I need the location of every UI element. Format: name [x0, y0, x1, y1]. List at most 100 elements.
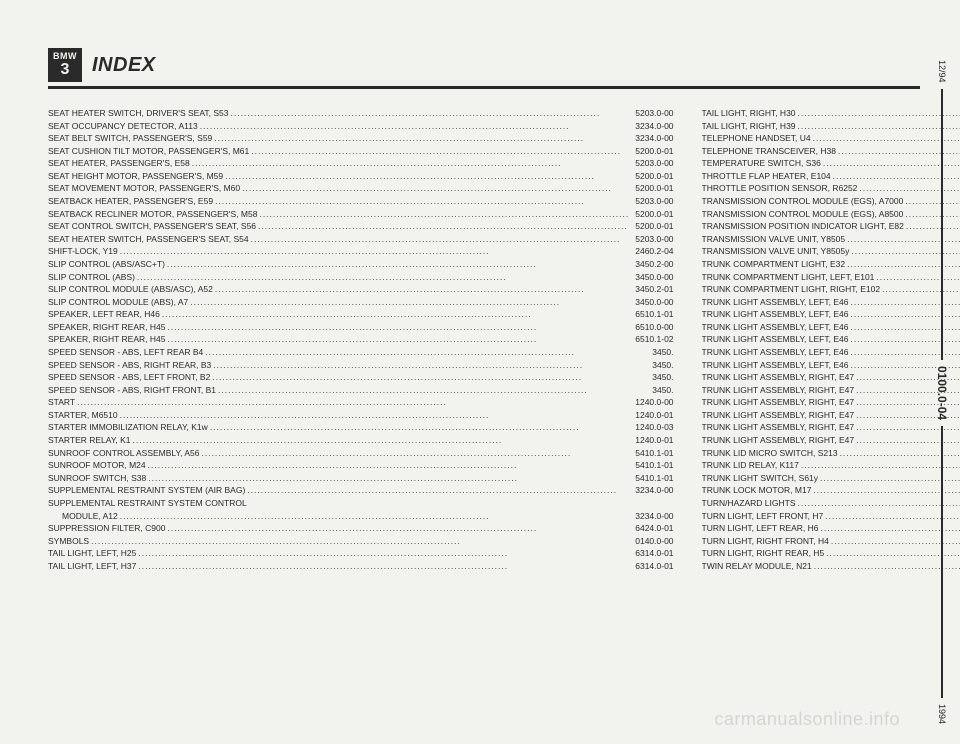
index-ref: 5200.0-01	[631, 220, 673, 233]
index-ref: 3450.	[648, 371, 673, 384]
index-left-column: SEAT HEATER SWITCH, DRIVER'S SEAT, S5352…	[48, 107, 674, 572]
index-dots	[211, 359, 648, 372]
index-label: SEAT BELT SWITCH, PASSENGER'S, S59	[48, 132, 212, 145]
index-label: TURN LIGHT, LEFT FRONT, H7	[702, 510, 824, 523]
index-row: TRANSMISSION VALVE UNIT, Y8505y2460.4-01	[702, 245, 960, 258]
logo-model: 3	[61, 62, 70, 78]
index-label: SUNROOF CONTROL ASSEMBLY, A56	[48, 447, 199, 460]
index-row: SEAT HEATER, PASSENGER'S, E58 5203.0-00	[48, 157, 674, 170]
index-ref: 3450.0-00	[631, 296, 673, 309]
index-row: TRUNK LIGHT SWITCH, S61y6320.0-00	[702, 472, 960, 485]
index-row: SEAT BELT SWITCH, PASSENGER'S, S593234.0…	[48, 132, 674, 145]
index-dots	[75, 396, 631, 409]
index-dots	[146, 472, 631, 485]
index-label: THROTTLE FLAP HEATER, E104	[702, 170, 831, 183]
index-row: SLIP CONTROL (ABS/ASC+T) 3450.2-00	[48, 258, 674, 271]
index-ref: 6314.0-01	[631, 547, 673, 560]
index-row: TURN LIGHT, RIGHT REAR, H56313.0-02	[702, 547, 960, 560]
index-ref: 3450.	[648, 384, 673, 397]
index-row: SEAT HEATER SWITCH, PASSENGER'S SEAT, S5…	[48, 233, 674, 246]
index-label: STARTER IMMOBILIZATION RELAY, K1w	[48, 421, 208, 434]
index-ref: 6510.1-02	[631, 333, 673, 346]
watermark: carmanualsonline.info	[714, 709, 900, 730]
index-row: SEATBACK RECLINER MOTOR, PASSENGER'S, M5…	[48, 208, 674, 221]
index-dots	[188, 296, 631, 309]
index-ref: 3450.2-00	[631, 258, 673, 271]
index-row: SEATBACK HEATER, PASSENGER'S, E595203.0-…	[48, 195, 674, 208]
index-row: STARTER IMMOBILIZATION RELAY, K1w 1240.0-…	[48, 421, 674, 434]
index-ref: 6510.0-00	[631, 321, 673, 334]
index-row: SLIP CONTROL (ABS)3450.0-00	[48, 271, 674, 284]
index-dots	[118, 409, 632, 422]
index-row: TRUNK LIGHT ASSEMBLY, RIGHT, E476313.0-0…	[702, 384, 960, 397]
side-line-bottom	[941, 426, 943, 698]
index-label: TRUNK LID RELAY, K117	[702, 459, 799, 472]
index-row: TRUNK LID MICRO SWITCH, S2135430.0-02	[702, 447, 960, 460]
index-ref: 3234.0-00	[631, 120, 673, 133]
index-label: TRUNK LIGHT ASSEMBLY, RIGHT, E47	[702, 409, 855, 422]
index-row: SPEAKER, RIGHT REAR, H45 6510.1-02	[48, 333, 674, 346]
index-ref: 5203.0-00	[631, 233, 673, 246]
index-dots	[165, 522, 631, 535]
index-ref: 5200.0-01	[631, 208, 673, 221]
index-label: SEAT CONTROL SWITCH, PASSENGER'S SEAT, S…	[48, 220, 256, 233]
index-label: THROTTLE POSITION SENSOR, R6252	[702, 182, 858, 195]
index-row: SEAT OCCUPANCY DETECTOR, A1133234.0-00	[48, 120, 674, 133]
index-label: TRUNK COMPARTMENT LIGHT, E32	[702, 258, 846, 271]
index-row: SPEED SENSOR - ABS, RIGHT FRONT, B13450.	[48, 384, 674, 397]
page: BMW 3 INDEX SEAT HEATER SWITCH, DRIVER'S…	[0, 0, 960, 744]
index-row: SUNROOF MOTOR, M245410.1-01	[48, 459, 674, 472]
index-row: THROTTLE FLAP HEATER, E1043450.2-02	[702, 170, 960, 183]
index-label: TURN LIGHT, RIGHT REAR, H5	[702, 547, 825, 560]
index-label: SUPPRESSION FILTER, C900	[48, 522, 165, 535]
index-label: TRUNK LIGHT ASSEMBLY, LEFT, E46	[702, 296, 849, 309]
index-dots	[160, 308, 631, 321]
index-label: SLIP CONTROL (ABS/ASC+T)	[48, 258, 165, 271]
index-row: START1240.0-00	[48, 396, 674, 409]
page-title: INDEX	[92, 54, 156, 77]
index-label: TURN/HAZARD LIGHTS	[702, 497, 796, 510]
index-label: SEAT MOVEMENT MOTOR, PASSENGER'S, M60	[48, 182, 240, 195]
index-row: TURN LIGHT, LEFT REAR, H66313.0-02	[702, 522, 960, 535]
index-dots	[210, 371, 648, 384]
side-date: 12/94	[937, 60, 947, 83]
index-row: SUNROOF SWITCH, S385410.1-01	[48, 472, 674, 485]
index-row: SLIP CONTROL MODULE (ABS), A73450.0-00	[48, 296, 674, 309]
index-row: SYMBOLS0140.0-00	[48, 535, 674, 548]
index-row: TRUNK LIGHT ASSEMBLY, LEFT, E466325.0-01	[702, 346, 960, 359]
index-row: TRUNK COMPARTMENT LIGHT, RIGHT, E1026320…	[702, 283, 960, 296]
index-row: SPEED SENSOR - ABS, LEFT REAR B43450.	[48, 346, 674, 359]
index-ref: 1240.0-01	[631, 434, 673, 447]
index-row: TWIN RELAY MODULE, N216160.1-01	[702, 560, 960, 573]
index-row: TRUNK LIGHT ASSEMBLY, LEFT, E466322.0-00	[702, 333, 960, 346]
index-label: TURN LIGHT, LEFT REAR, H6	[702, 522, 819, 535]
side-line-top	[941, 89, 943, 361]
index-label: TELEPHONE HANDSET, U4	[702, 132, 811, 145]
index-row: TRANSMISSION VALVE UNIT, Y85052460.2-01	[702, 233, 960, 246]
index-label: TAIL LIGHT, LEFT, H25	[48, 547, 136, 560]
index-ref: 1240.0-01	[631, 409, 673, 422]
index-label: TRUNK LIGHT ASSEMBLY, RIGHT, E47	[702, 421, 855, 434]
index-ref: 3450.0-00	[631, 271, 673, 284]
index-label: SPEED SENSOR - ABS, LEFT REAR B4	[48, 346, 203, 359]
index-ref: 5203.0-00	[631, 157, 673, 170]
index-row: TELEPHONE HANDSET, U46561.0-00	[702, 132, 960, 145]
index-dots	[249, 233, 632, 246]
index-dots	[212, 132, 631, 145]
index-dots	[165, 321, 631, 334]
index-row: TRUNK LIGHT ASSEMBLY, LEFT, E466312.0-04	[702, 296, 960, 309]
index-dots	[203, 346, 648, 359]
index-ref: 6510.1-01	[631, 308, 673, 321]
side-code: 0100.0-04	[935, 366, 949, 420]
index-label: SEAT HEATER, PASSENGER'S, E58	[48, 157, 190, 170]
index-row: SUPPLEMENTAL RESTRAINT SYSTEM (AIR BAG)3…	[48, 484, 674, 497]
index-label: TRUNK LIGHT ASSEMBLY, LEFT, E46	[702, 359, 849, 372]
index-ref: 1240.0-03	[631, 421, 673, 434]
index-row: TRUNK LIGHT ASSEMBLY, RIGHT, E476325.0-0…	[702, 421, 960, 434]
index-row: TURN LIGHT, LEFT FRONT, H76313.0-02	[702, 510, 960, 523]
index-row: TURN LIGHT, RIGHT FRONT, H46313.0-02	[702, 535, 960, 548]
index-row: TRUNK LOCK MOTOR, M175126.2-01	[702, 484, 960, 497]
side-tab: 12/94 0100.0-04 1994	[928, 60, 956, 724]
index-label: SPEAKER, RIGHT REAR, H45	[48, 333, 165, 346]
index-row: THROTTLE POSITION SENSOR, R62521210.9-05	[702, 182, 960, 195]
